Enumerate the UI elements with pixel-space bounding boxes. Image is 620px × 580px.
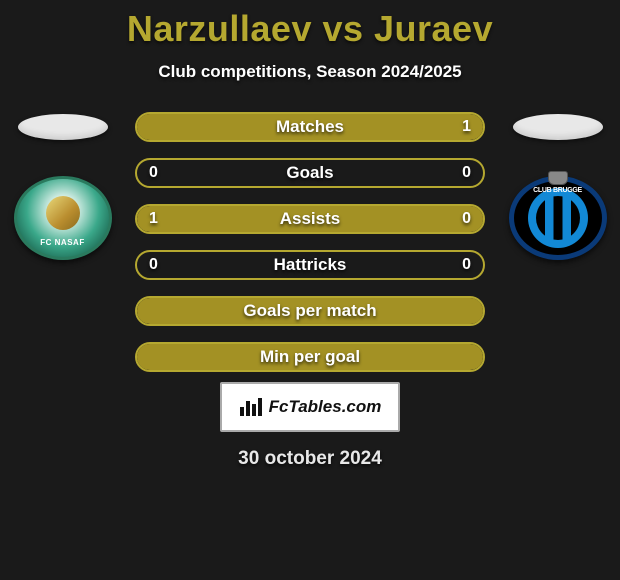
- brand-box[interactable]: FcTables.com: [220, 382, 400, 432]
- stat-label: Goals: [286, 163, 333, 183]
- crest-ball-icon: [46, 196, 80, 230]
- stat-value-right: 0: [462, 256, 471, 274]
- crest-inner: [528, 188, 588, 248]
- left-side: [10, 112, 115, 260]
- page-title: Narzullaev vs Juraev: [0, 8, 620, 50]
- comparison-card: Narzullaev vs Juraev Club competitions, …: [0, 0, 620, 580]
- crest-stripes-icon: [536, 196, 580, 240]
- date-label: 30 october 2024: [0, 448, 620, 470]
- right-team-crest: [509, 176, 607, 260]
- stat-row: 1 Matches: [135, 112, 485, 142]
- left-team-crest: [14, 176, 112, 260]
- right-side: [505, 112, 610, 260]
- stat-row: Min per goal: [135, 342, 485, 372]
- subtitle: Club competitions, Season 2024/2025: [0, 62, 620, 82]
- brand-bars-icon: [239, 397, 263, 417]
- main-row: 1 Matches 0 0 Goals 1 0 Assists 0 0 Hattricks Goals…: [0, 112, 620, 372]
- stat-value-left: 1: [149, 210, 158, 228]
- stat-value-right: 0: [462, 210, 471, 228]
- stat-row: 0 0 Goals: [135, 158, 485, 188]
- stat-label: Hattricks: [274, 255, 347, 275]
- stat-label: Goals per match: [243, 301, 376, 321]
- stat-value-right: 0: [462, 164, 471, 182]
- stat-row: Goals per match: [135, 296, 485, 326]
- brand-label: FcTables.com: [269, 397, 382, 417]
- stats-column: 1 Matches 0 0 Goals 1 0 Assists 0 0 Hattricks Goals…: [135, 112, 485, 372]
- stat-label: Matches: [276, 117, 344, 137]
- right-player-placeholder: [513, 114, 603, 140]
- left-player-placeholder: [18, 114, 108, 140]
- stat-label: Min per goal: [260, 347, 360, 367]
- stat-label: Assists: [280, 209, 340, 229]
- stat-value-left: 0: [149, 164, 158, 182]
- stat-value-left: 0: [149, 256, 158, 274]
- stat-row: 0 0 Hattricks: [135, 250, 485, 280]
- stat-row: 1 0 Assists: [135, 204, 485, 234]
- stat-value-right: 1: [462, 118, 471, 136]
